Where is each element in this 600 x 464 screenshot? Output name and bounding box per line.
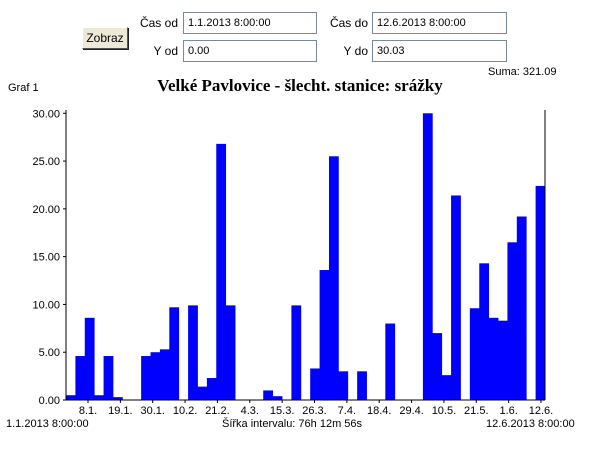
bar: [357, 371, 367, 400]
show-button[interactable]: Zobraz: [82, 27, 128, 49]
bar: [498, 320, 508, 400]
bar: [432, 333, 443, 400]
y-tick-label: 15.00: [32, 252, 60, 264]
y-tick-label: 10.00: [32, 299, 60, 311]
bar: [469, 308, 480, 400]
x-tick-label: 12.6.: [529, 405, 553, 417]
x-tick-label: 26.3.: [302, 405, 326, 417]
time-to-field[interactable]: [372, 12, 507, 34]
bar: [66, 395, 76, 400]
bar: [310, 368, 320, 400]
bar: [441, 375, 452, 400]
x-tick-label: 29.4.: [399, 405, 423, 417]
bar: [291, 305, 302, 400]
time-from-field[interactable]: [183, 12, 317, 34]
y-from-label: Y od: [153, 44, 178, 58]
footer-end: 12.6.2013 8:00:00: [486, 418, 575, 430]
bar: [84, 317, 95, 400]
footer-interval: Šířka intervalu: 76h 12m 56s: [222, 418, 363, 430]
graph-label: Graf 1: [8, 82, 39, 94]
bar: [94, 395, 104, 400]
bar: [319, 270, 330, 400]
x-tick-label: 1.6.: [499, 405, 517, 417]
x-tick-label: 21.2.: [205, 405, 229, 417]
x-tick-label: 8.1.: [79, 405, 97, 417]
chart-title: Velké Pavlovice - šlecht. stanice: srážk…: [157, 76, 443, 95]
bar: [169, 307, 180, 400]
time-to-label: Čas do: [329, 16, 368, 30]
time-from-label: Čas od: [139, 16, 178, 30]
bar: [451, 195, 461, 400]
bar: [507, 242, 518, 400]
x-tick-label: 10.5.: [432, 405, 456, 417]
y-tick-label: 20.00: [32, 204, 60, 216]
x-tick-label: 21.5.: [464, 405, 488, 417]
bar: [338, 371, 349, 400]
y-tick-label: 5.00: [39, 347, 60, 359]
y-to-field[interactable]: [372, 40, 507, 62]
bar: [159, 349, 170, 400]
bar: [206, 378, 217, 400]
sum-text: Suma: 321.09: [488, 66, 557, 78]
bar: [103, 356, 114, 400]
y-tick-label: 30.00: [32, 108, 60, 120]
x-tick-label: 18.4.: [367, 405, 391, 417]
x-tick-label: 19.1.: [108, 405, 132, 417]
x-tick-label: 30.1.: [140, 405, 164, 417]
bar: [216, 143, 227, 400]
x-tick-label: 4.3.: [241, 405, 259, 417]
bar: [422, 113, 433, 400]
bar: [272, 396, 283, 400]
bar: [488, 317, 499, 400]
bar: [188, 305, 198, 400]
y-to-label: Y do: [343, 44, 368, 58]
bar: [112, 397, 123, 400]
y-tick-label: 25.00: [32, 156, 60, 168]
bar: [328, 156, 339, 400]
bar: [516, 216, 527, 400]
bar: [385, 323, 396, 400]
x-tick-label: 7.4.: [338, 405, 356, 417]
bar: [197, 386, 208, 400]
bar: [75, 356, 86, 400]
x-tick-label: 15.3.: [270, 405, 294, 417]
bar: [141, 356, 151, 400]
bar: [479, 263, 490, 400]
x-tick-label: 10.2.: [173, 405, 197, 417]
footer-start: 1.1.2013 8:00:00: [6, 418, 89, 430]
bar: [535, 185, 546, 400]
precipitation-chart: 0.00 5.00 10.00 15.00 20.00 25.00 30.00 8.1. 19.…: [32, 108, 553, 417]
bar: [225, 305, 236, 400]
bar: [263, 390, 274, 400]
y-from-field[interactable]: [183, 40, 317, 62]
bar: [150, 352, 161, 400]
y-tick-label: 0.00: [39, 395, 60, 407]
